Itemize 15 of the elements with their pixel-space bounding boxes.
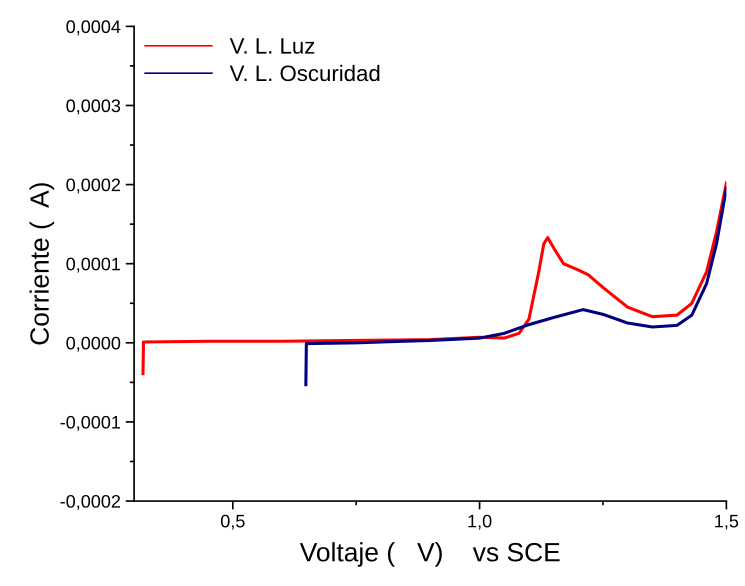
y-tick-label: 0,0001 (66, 258, 120, 273)
y-tick-label: 0,0000 (66, 336, 120, 352)
x-tick-label: 0,5 (220, 514, 245, 530)
x-tick-label: 1,5 (715, 514, 738, 530)
y-tick-label: 0,0003 (66, 99, 120, 114)
y-axis-title: Corriente ( A) (30, 183, 54, 344)
y-tick-label: -0,0002 (60, 494, 120, 510)
y-tick-label: 0,0002 (66, 178, 120, 194)
x-axis-title: Voltaje ( V) vs SCE (300, 542, 560, 567)
legend-label: V. L. Luz (230, 38, 314, 54)
y-tick-label: 0,0004 (66, 20, 120, 36)
y-tick-label: -0,0001 (60, 416, 120, 431)
x-tick-label: 1,0 (468, 514, 492, 530)
line-series (304, 187, 726, 386)
legend-label: V. L. Oscuridad (230, 64, 380, 82)
